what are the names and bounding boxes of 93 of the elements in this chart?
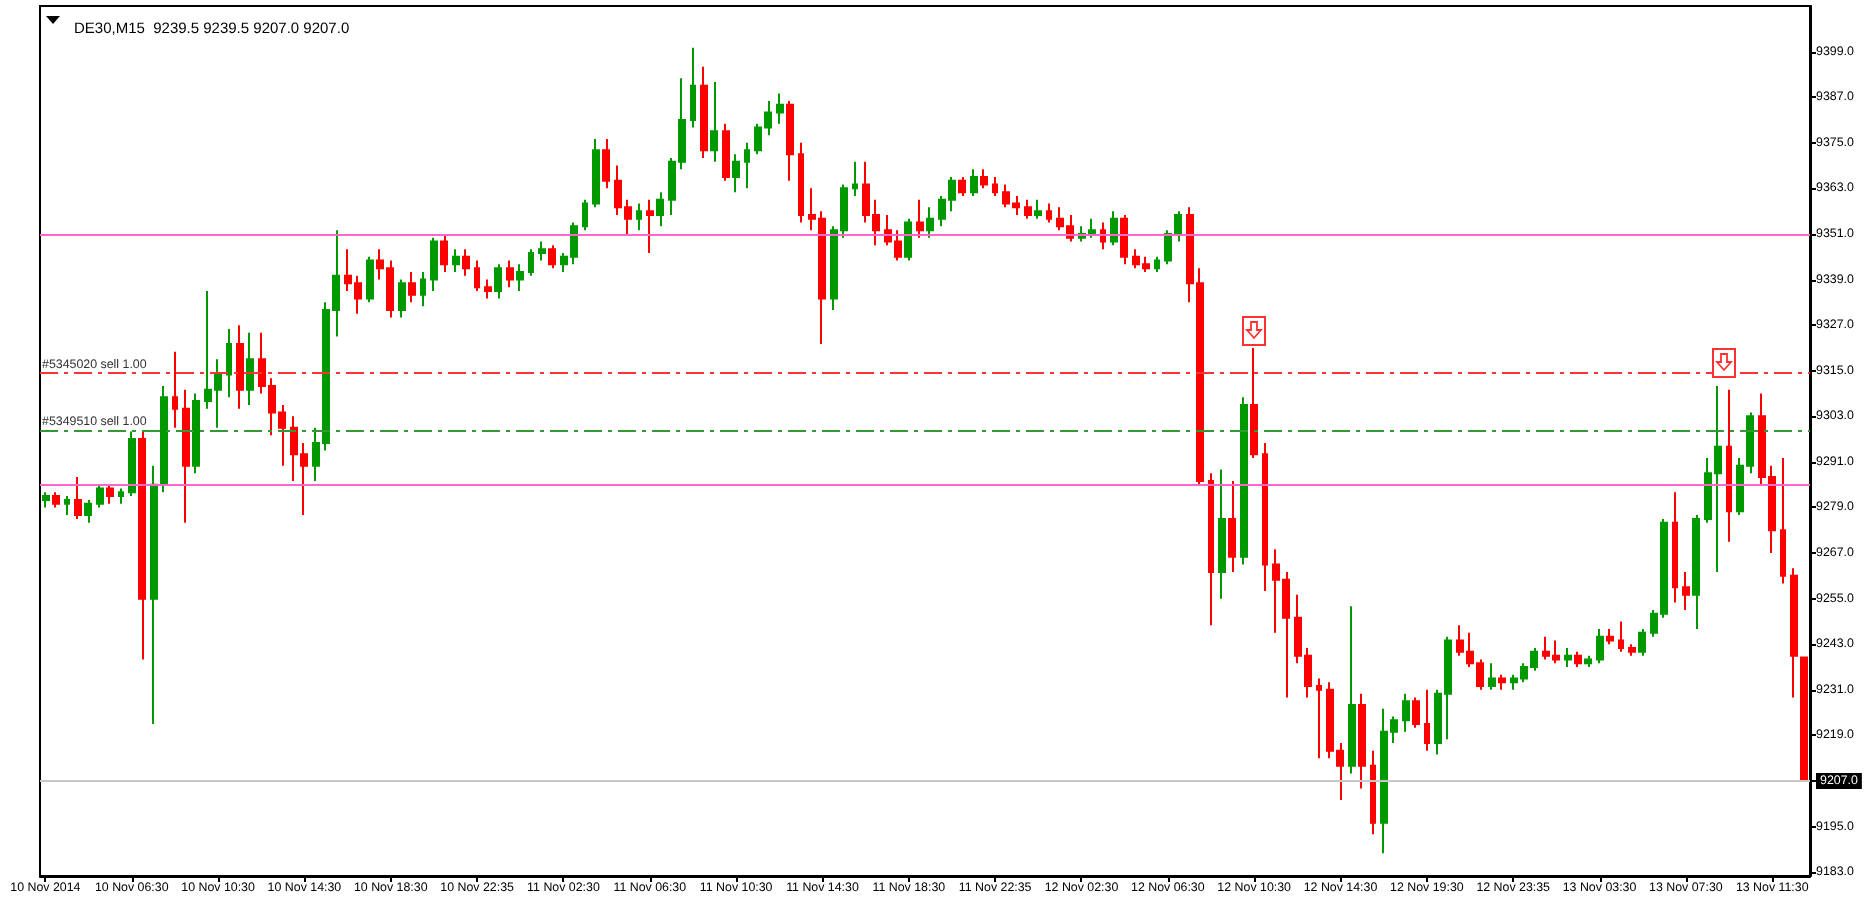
candlestick	[1120, 213, 1128, 266]
candlestick	[96, 483, 104, 509]
candlestick	[516, 263, 524, 292]
candlestick	[106, 483, 114, 505]
candlestick	[1240, 396, 1248, 566]
candlestick	[582, 198, 588, 232]
candlestick	[74, 476, 82, 520]
candlestick	[84, 498, 92, 524]
candlestick	[474, 259, 480, 292]
candlestick	[646, 198, 654, 254]
candlestick	[1606, 628, 1614, 646]
candlestick	[1412, 696, 1420, 729]
candlestick	[700, 65, 708, 159]
candlestick	[776, 92, 784, 125]
candlestick	[64, 495, 70, 517]
candlestick	[1154, 255, 1160, 273]
candlestick	[172, 350, 178, 429]
candlestick	[1402, 692, 1410, 733]
candlestick	[1618, 620, 1624, 653]
candlestick	[1250, 346, 1258, 460]
candlestick	[1034, 198, 1042, 220]
candlestick	[970, 168, 978, 197]
candlestick	[42, 491, 50, 509]
candlestick	[1584, 654, 1592, 669]
candlestick	[440, 232, 448, 273]
candlestick	[744, 141, 750, 190]
candlestick	[236, 324, 244, 410]
candlestick	[192, 392, 200, 475]
candlestick	[690, 46, 696, 129]
candlestick	[1348, 605, 1356, 775]
candlestick	[732, 153, 740, 194]
candlestick	[408, 270, 416, 304]
candlestick	[1228, 479, 1236, 574]
candlestick	[1780, 457, 1786, 585]
candlestick	[592, 137, 600, 209]
candlestick	[246, 331, 254, 406]
candlestick	[1682, 571, 1690, 612]
candlestick	[1800, 656, 1808, 783]
candlestick	[1574, 650, 1582, 669]
candlestick	[182, 388, 190, 524]
candlestick	[958, 175, 966, 197]
candlestick	[1596, 628, 1604, 665]
candlestick	[494, 263, 502, 300]
candlestick	[852, 160, 858, 197]
candlestick	[1208, 472, 1214, 627]
candlestick	[226, 327, 232, 399]
candlestick	[1110, 210, 1118, 247]
candlestick	[904, 217, 912, 262]
candlestick	[452, 248, 460, 273]
candlestick	[52, 491, 60, 509]
candlestick	[138, 430, 146, 661]
candlestick	[462, 248, 470, 277]
candlestick	[1024, 198, 1032, 220]
candlestick	[1726, 388, 1732, 543]
candlestick	[710, 80, 718, 163]
candlestick	[1218, 468, 1226, 600]
candlestick	[128, 430, 136, 498]
candlestick	[916, 198, 924, 239]
candlestick	[1262, 441, 1268, 593]
candlestick	[528, 248, 534, 277]
candlestick	[1424, 688, 1430, 752]
candlestick	[420, 270, 426, 308]
candlestick	[430, 236, 438, 292]
candlestick	[992, 175, 998, 197]
candlestick	[1046, 202, 1052, 224]
candlestick	[1628, 643, 1636, 657]
candlestick	[1672, 491, 1678, 604]
candlestick	[1790, 567, 1798, 699]
candlestick	[656, 191, 664, 228]
candlestick	[160, 384, 168, 494]
candlestick	[1564, 647, 1572, 669]
candlestick	[1316, 677, 1322, 760]
candlestick	[1488, 662, 1496, 691]
candlestick	[506, 259, 514, 289]
candlestick	[1638, 628, 1646, 657]
candlestick	[538, 240, 546, 262]
candlestick	[1370, 749, 1376, 836]
candlestick	[366, 255, 374, 304]
candlestick	[980, 168, 988, 190]
candlestick	[722, 122, 730, 182]
candlestick	[484, 278, 492, 300]
candlestick	[602, 137, 610, 190]
candlestick	[398, 278, 406, 319]
candlestick	[548, 244, 556, 270]
candlestick	[1692, 514, 1700, 631]
candlestick	[1498, 673, 1506, 691]
candlestick	[1358, 692, 1366, 790]
candlestick	[798, 141, 804, 224]
candlestick	[786, 99, 794, 182]
candlestick	[150, 464, 158, 726]
candlestick	[636, 202, 642, 232]
candlestick	[926, 206, 934, 239]
candlestick	[118, 487, 124, 505]
